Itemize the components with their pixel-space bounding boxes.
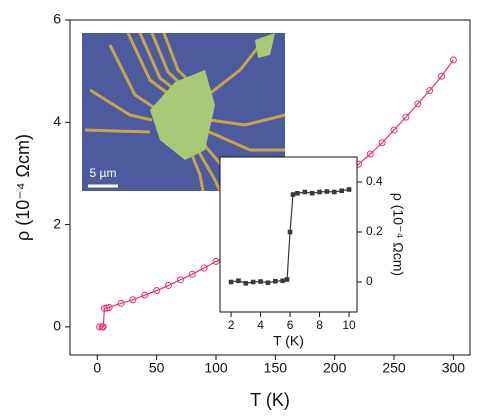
data-point <box>426 87 434 95</box>
x-tick-label: 0 <box>93 360 101 376</box>
data-point <box>390 126 398 134</box>
data-point <box>228 279 234 285</box>
x-tick-label: 100 <box>204 360 228 376</box>
data-point <box>250 279 256 285</box>
data-point <box>402 113 410 121</box>
data-point <box>243 280 249 286</box>
data-point <box>129 296 137 304</box>
data-point <box>295 190 300 196</box>
x-tick-label: 2 <box>228 318 235 332</box>
x-axis-label: T (K) <box>250 390 290 410</box>
y-tick-label: 0 <box>53 318 61 334</box>
x-tick-label: 200 <box>323 360 347 376</box>
x-tick-label: 4 <box>257 318 264 332</box>
data-point <box>117 299 125 307</box>
data-point <box>331 189 337 195</box>
x-tick-label: 10 <box>342 318 356 332</box>
data-point <box>287 229 293 235</box>
data-point <box>366 150 374 158</box>
data-point <box>280 278 285 284</box>
y-tick-label: 0 <box>366 274 373 288</box>
x-axis-label: T (K) <box>273 333 304 349</box>
micrograph: 5 µm <box>82 32 286 192</box>
x-tick-label: 8 <box>316 318 323 332</box>
data-point <box>188 270 196 278</box>
x-tick-label: 250 <box>382 360 406 376</box>
data-point <box>290 192 296 197</box>
x-tick-label: 50 <box>149 360 165 376</box>
data-point <box>141 291 149 299</box>
data-point <box>273 278 278 284</box>
y-axis-label: ρ (10⁻⁴ Ωcm) <box>390 193 406 276</box>
data-point <box>449 56 457 64</box>
data-point <box>258 279 263 284</box>
y-tick-label: 6 <box>53 11 61 27</box>
data-point <box>346 187 352 192</box>
data-point <box>96 323 104 331</box>
y-tick-label: 0.2 <box>366 224 383 238</box>
x-tick-label: 6 <box>287 318 294 332</box>
data-point <box>99 323 107 331</box>
scale-bar-label: 5 µm <box>90 166 117 180</box>
data-point <box>153 287 161 295</box>
data-point <box>302 189 308 195</box>
x-tick-label: 300 <box>442 360 466 376</box>
data-point <box>284 277 290 282</box>
data-point <box>165 281 173 289</box>
data-point <box>339 188 344 194</box>
plot-frame <box>219 156 358 313</box>
data-point <box>236 278 241 284</box>
y-tick-label: 4 <box>53 113 61 129</box>
x-tick-label: 150 <box>264 360 288 376</box>
data-point <box>414 100 422 108</box>
data-point <box>378 139 386 147</box>
data-point <box>324 189 330 194</box>
y-axis-label: ρ (10⁻⁴ Ωcm) <box>13 134 33 241</box>
data-point <box>105 303 113 311</box>
data-point <box>265 280 271 286</box>
y-tick-label: 2 <box>53 215 61 231</box>
y-tick-label: 0.4 <box>366 174 383 188</box>
plot-frame <box>69 19 471 356</box>
data-point <box>317 189 322 195</box>
inset-background <box>220 157 357 312</box>
data-point <box>200 264 208 272</box>
data-point <box>438 72 446 80</box>
data-point <box>309 190 315 196</box>
data-point <box>212 257 220 265</box>
data-point <box>176 276 184 284</box>
